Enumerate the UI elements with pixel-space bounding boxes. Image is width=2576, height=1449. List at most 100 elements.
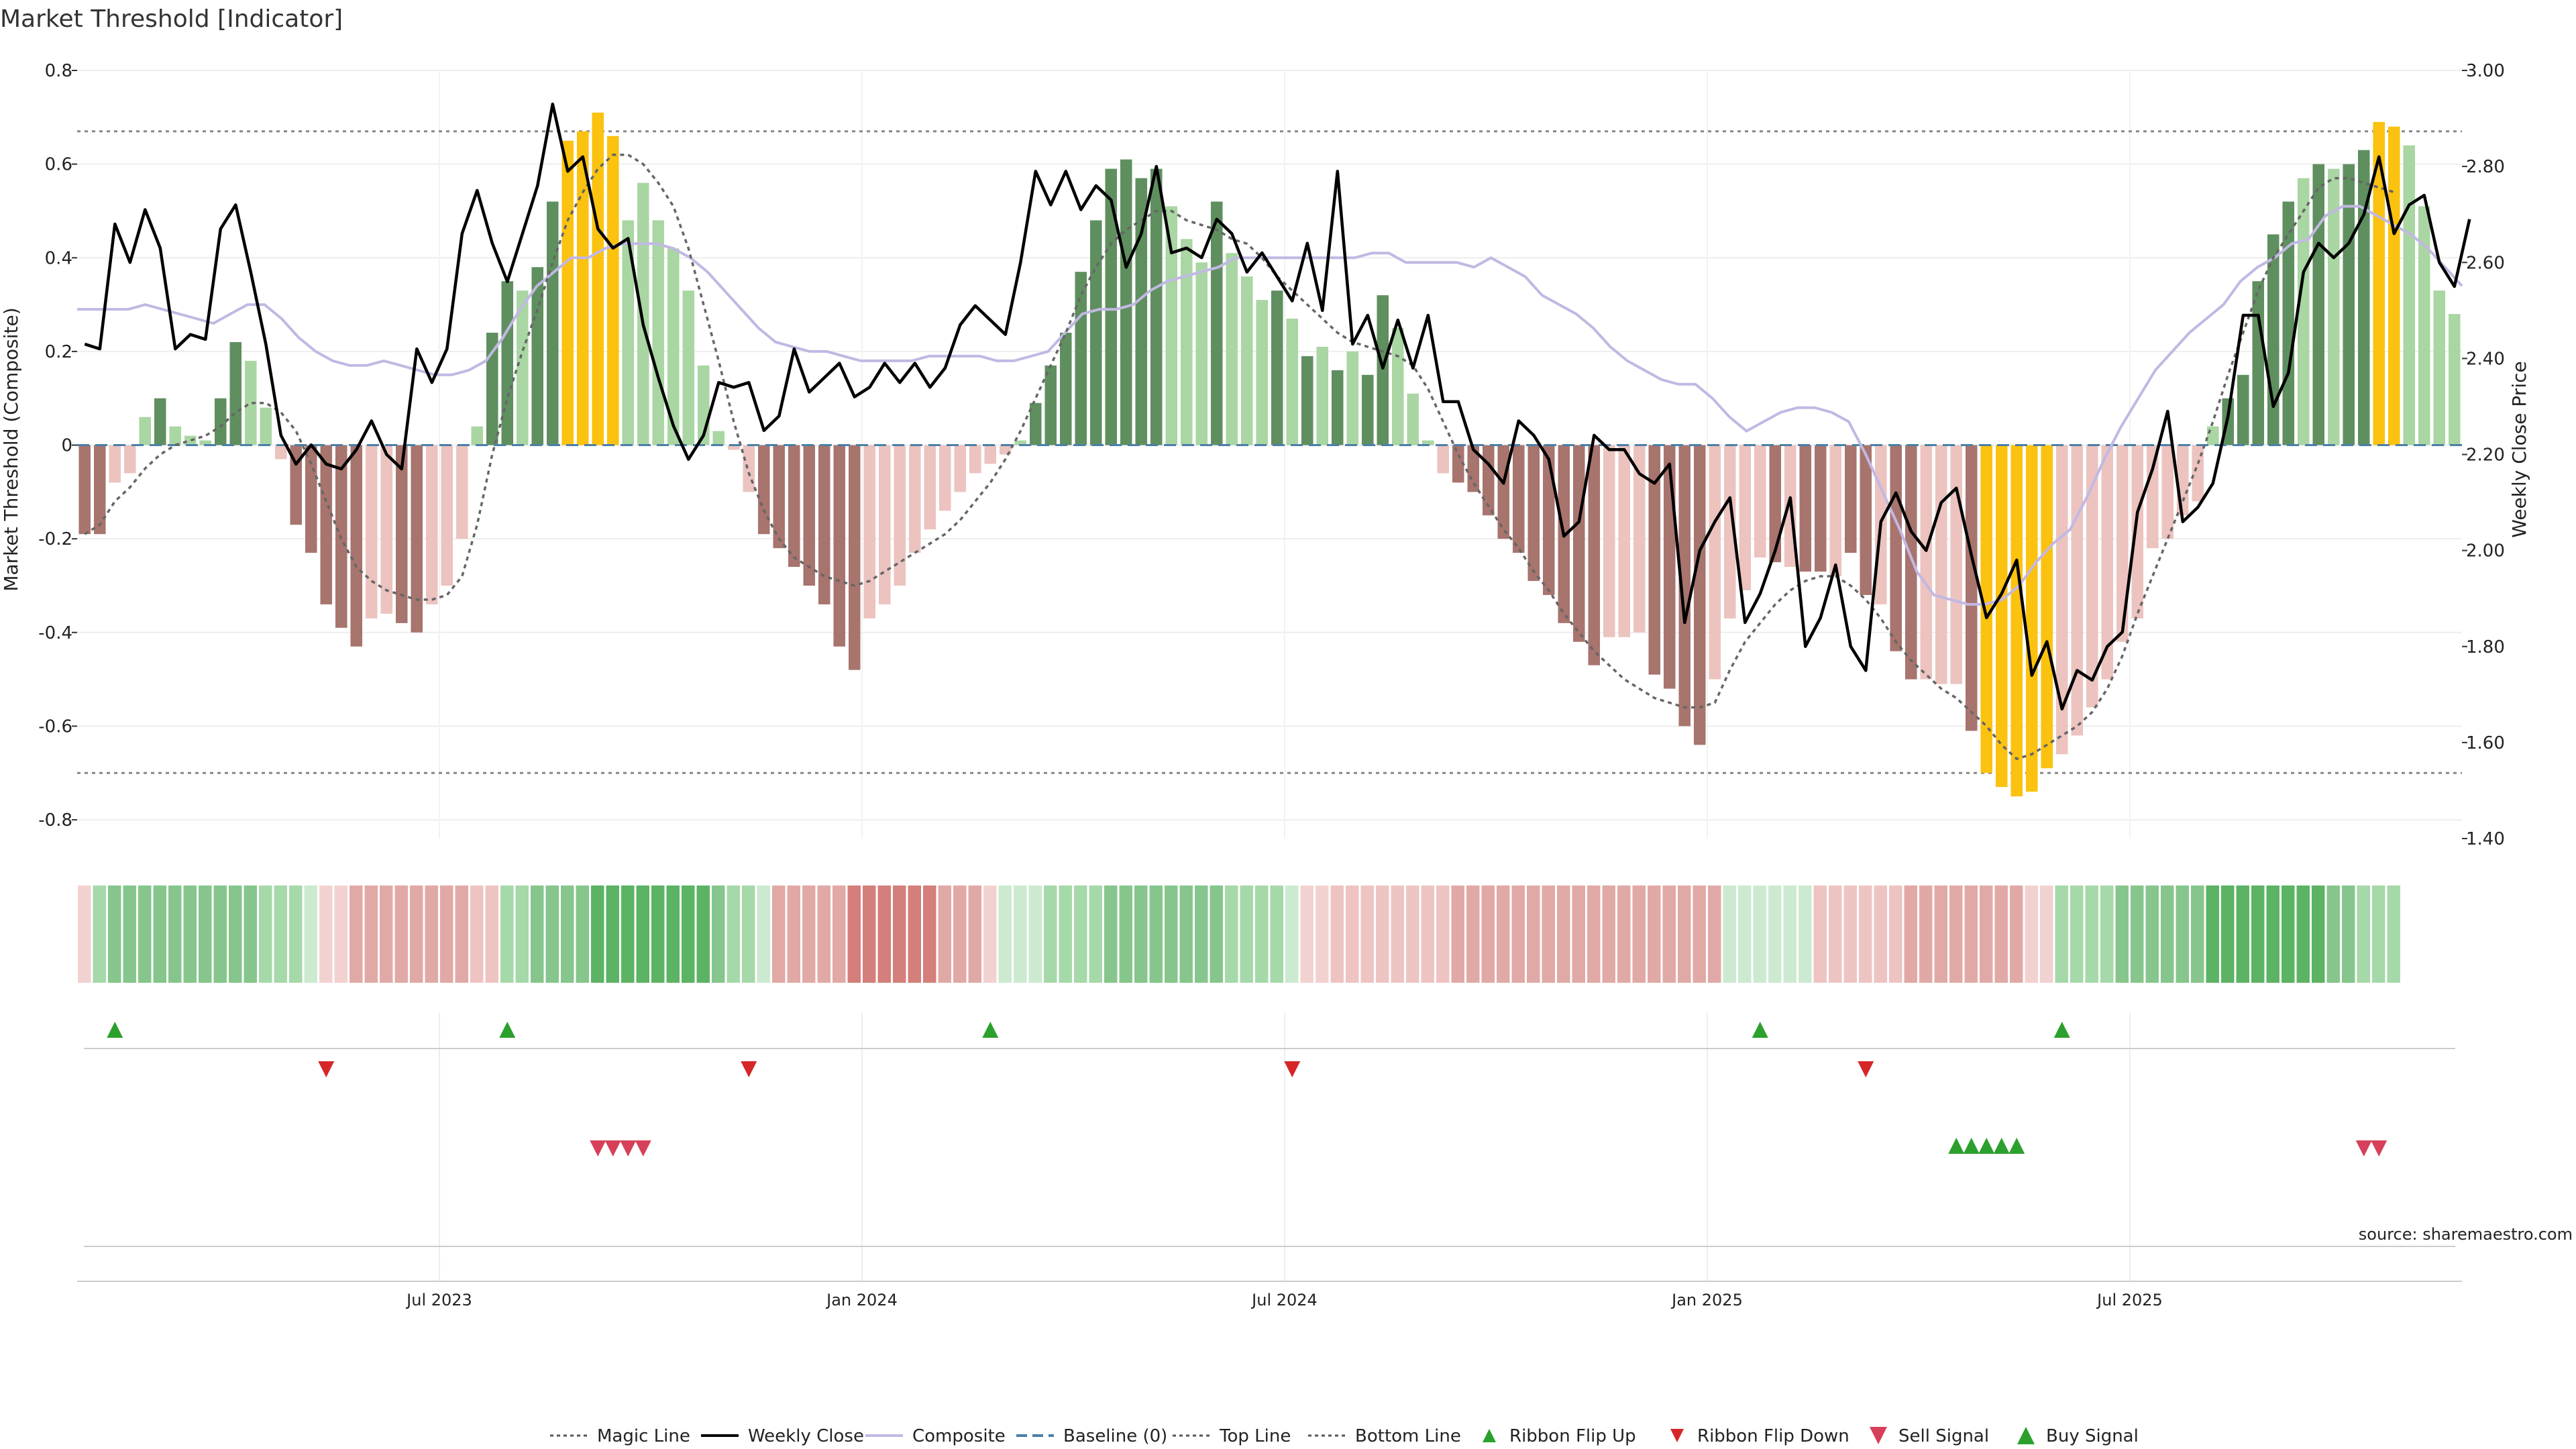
composite-bar	[1739, 445, 1752, 590]
ribbon-cell	[500, 885, 514, 983]
magic-line	[84, 153, 2395, 761]
composite-bar	[818, 445, 830, 604]
ribbon-cell	[229, 885, 242, 983]
ribbon-cell	[1360, 885, 1374, 983]
ribbon-cell	[1919, 885, 1933, 983]
composite-bar	[229, 341, 242, 445]
composite-bar	[441, 445, 453, 586]
composite-bar	[1980, 445, 1993, 773]
x-axis: Jul 2023 Jan 2024 Jul 2024 Jan 2025 Jul 2025	[77, 1281, 2462, 1309]
composite-bar	[1572, 445, 1585, 642]
composite-bar	[365, 445, 378, 619]
ribbon-cell	[1889, 885, 1902, 983]
composite-bar	[1633, 445, 1646, 633]
ribbon-cell	[1466, 885, 1480, 983]
composite-line	[77, 205, 2463, 606]
composite-bar	[78, 445, 91, 535]
ribbon-cell	[2161, 885, 2174, 983]
ribbon-cell	[485, 885, 498, 983]
ribbon-cell	[259, 885, 272, 983]
x-tick-label: Jul 2023	[405, 1291, 472, 1309]
ribbon-cell	[1149, 885, 1163, 983]
series-lines	[77, 102, 2471, 761]
ribbon-cell	[1693, 885, 1706, 983]
ribbon-cell	[1391, 885, 1404, 983]
composite-bar	[93, 445, 106, 535]
y-tick-label: 0.4	[45, 248, 72, 268]
ribbon-cell	[1270, 885, 1283, 983]
ribbon-cell	[1014, 885, 1027, 983]
ribbon-cell	[78, 885, 91, 983]
composite-bar	[878, 445, 891, 604]
ribbon-cell	[2131, 885, 2144, 983]
composite-bar	[546, 201, 559, 445]
ribbon-cell	[470, 885, 484, 983]
ribbon-cell	[1813, 885, 1827, 983]
sell-signal-marker	[2371, 1140, 2387, 1157]
composite-bar	[109, 445, 121, 483]
ribbon-cell	[1074, 885, 1087, 983]
composite-bar	[1935, 445, 1947, 684]
composite-bar	[1950, 445, 1963, 684]
ribbon-cell	[621, 885, 635, 983]
left-axis-label: Market Threshold (Composite)	[0, 307, 22, 591]
ribbon-cell	[2055, 885, 2068, 983]
ribbon-cell	[1497, 885, 1510, 983]
ribbon-cell	[2100, 885, 2114, 983]
composite-bar	[606, 136, 619, 445]
composite-bar	[1723, 445, 1736, 619]
ribbon-cell	[168, 885, 182, 983]
y-tick-label: 0.8	[45, 61, 72, 81]
ribbon-cell	[1195, 885, 1208, 983]
composite-bar	[2373, 121, 2385, 445]
ribbon-cell	[1678, 885, 1691, 983]
ribbon-cell	[1028, 885, 1042, 983]
ribbon-cell	[350, 885, 363, 983]
composite-bar	[2161, 445, 2174, 539]
ribbon-cell	[289, 885, 303, 983]
ribbon-cell	[545, 885, 559, 983]
ribbon-cell	[1059, 885, 1072, 983]
grid-lines	[77, 70, 2462, 1281]
buy-signal-marker	[1948, 1138, 1965, 1154]
ribbon-cell	[2236, 885, 2249, 983]
composite-bar	[1316, 346, 1329, 445]
ribbon-cell	[2221, 885, 2235, 983]
composite-bar	[652, 220, 665, 445]
ribbon-cell	[2085, 885, 2098, 983]
ribbon-cell	[1481, 885, 1495, 983]
ribbon-cell	[108, 885, 121, 983]
ribbon-cell	[666, 885, 680, 983]
ribbon-cell	[1316, 885, 1329, 983]
buy-signal-marker	[1993, 1138, 2010, 1154]
x-tick-label: Jan 2025	[1670, 1291, 1743, 1309]
composite-bar	[455, 445, 468, 539]
legend-label: Composite	[912, 1426, 1006, 1446]
composite-bar	[1210, 201, 1223, 445]
composite-bar	[954, 445, 967, 492]
ribbon-cell	[938, 885, 951, 983]
legend-label: Ribbon Flip Down	[1697, 1426, 1849, 1446]
ribbon-cell	[1134, 885, 1148, 983]
ribbon-cell	[440, 885, 453, 983]
ribbon-cell	[319, 885, 333, 983]
composite-bar	[260, 407, 272, 445]
ribbon-cell	[1542, 885, 1555, 983]
composite-bar	[486, 332, 498, 445]
ribbon-cell	[1451, 885, 1464, 983]
composite-bar	[848, 445, 861, 670]
chart-title: Market Threshold [Indicator]	[0, 5, 343, 33]
composite-bar	[1829, 445, 1842, 577]
composite-bar	[622, 220, 635, 445]
x-tick-label: Jan 2024	[825, 1291, 898, 1309]
ribbon-cell	[93, 885, 106, 983]
ribbon-cell	[2372, 885, 2385, 983]
composite-bar	[1271, 290, 1283, 445]
legend-label: Buy Signal	[2046, 1426, 2139, 1446]
composite-bar	[592, 112, 604, 445]
composite-bar	[561, 140, 574, 445]
ribbon-cell	[425, 885, 438, 983]
composite-bar	[1240, 276, 1253, 445]
composite-bar	[2433, 290, 2446, 445]
